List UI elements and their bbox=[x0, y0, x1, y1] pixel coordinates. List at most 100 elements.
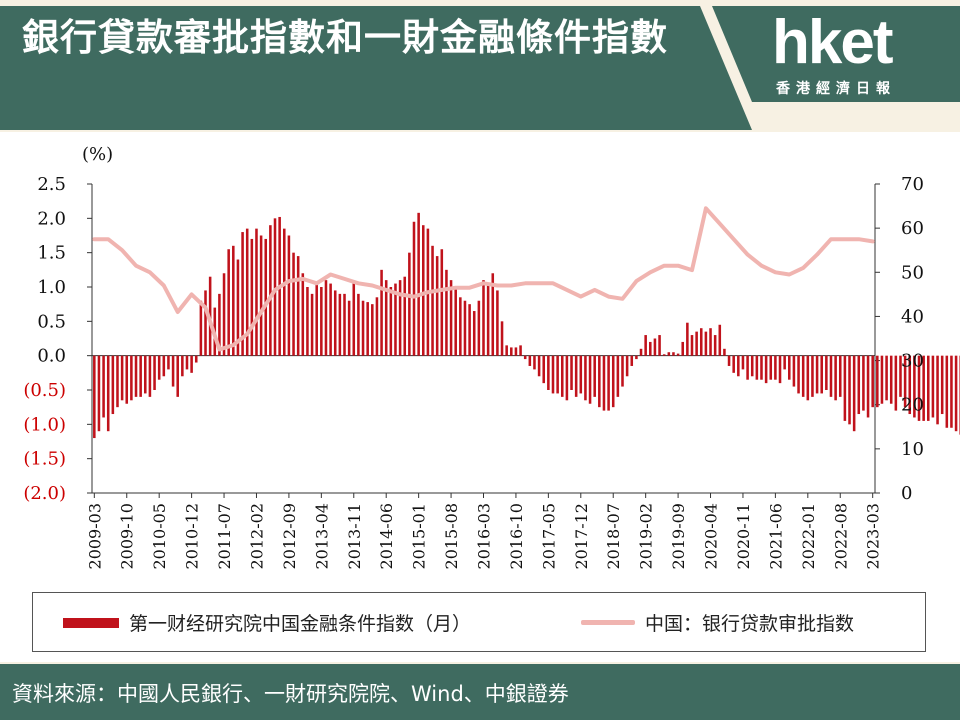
hket-logo[interactable]: hket bbox=[772, 8, 893, 77]
x-tick-label: 2012-09 bbox=[280, 503, 299, 569]
fci-bar bbox=[496, 290, 499, 356]
right-tick-label: 50 bbox=[901, 262, 924, 283]
fci-bar bbox=[190, 355, 193, 373]
x-tick-label: 2010-12 bbox=[183, 503, 202, 569]
x-tick-label: 2010-05 bbox=[150, 503, 169, 569]
fci-bar bbox=[838, 355, 842, 397]
fci-bar bbox=[699, 328, 703, 356]
fci-bar bbox=[477, 300, 481, 356]
fci-bar bbox=[167, 355, 170, 370]
fci-bar bbox=[635, 355, 638, 360]
chart-area: 2.5 2.0 1.5 1.0 0.5 0.0 (0.5) (1.0) (1.5) (2.0) (%… bbox=[0, 132, 960, 662]
fci-bar bbox=[760, 355, 763, 380]
fci-bar bbox=[737, 355, 740, 377]
fci-bar bbox=[630, 355, 634, 366]
fci-bar bbox=[681, 341, 684, 356]
fci-bar bbox=[389, 287, 393, 356]
fci-bar bbox=[801, 355, 805, 397]
fci-bar bbox=[301, 273, 305, 356]
fci-bar bbox=[97, 355, 101, 432]
fci-bar bbox=[510, 347, 513, 356]
x-tick-label: 2020-04 bbox=[702, 503, 721, 569]
fci-bar bbox=[204, 290, 207, 356]
x-tick-label: 2018-07 bbox=[604, 503, 623, 569]
x-tick-label: 2015-08 bbox=[442, 503, 461, 569]
left-tick-label: 2.5 bbox=[37, 174, 66, 195]
fci-bar bbox=[417, 212, 420, 356]
fci-bar bbox=[500, 321, 504, 356]
x-tick-label: 2022-01 bbox=[799, 503, 818, 569]
right-tick-label: 40 bbox=[901, 306, 924, 327]
fci-bar bbox=[625, 355, 629, 377]
fci-bar bbox=[547, 355, 550, 390]
fci-bar bbox=[199, 300, 203, 356]
fci-bar bbox=[394, 283, 397, 356]
fci-bar bbox=[431, 245, 434, 356]
fci-bar bbox=[922, 355, 925, 421]
fci-bar bbox=[236, 259, 240, 356]
fci-bar bbox=[343, 293, 346, 356]
x-tick-label: 2013-04 bbox=[312, 503, 331, 569]
fci-bar bbox=[579, 355, 583, 394]
fci-bar bbox=[649, 341, 652, 356]
fci-bar bbox=[903, 355, 907, 408]
fci-bar bbox=[241, 232, 244, 356]
fci-bar bbox=[871, 355, 874, 408]
left-tick-label: 1.0 bbox=[37, 277, 66, 298]
fci-bar bbox=[245, 228, 249, 356]
x-tick-label: 2011-07 bbox=[215, 503, 234, 569]
fci-bar bbox=[306, 287, 309, 356]
fci-bar bbox=[908, 355, 912, 415]
fci-bar bbox=[134, 355, 138, 397]
x-tick-label: 2013-11 bbox=[345, 503, 364, 569]
fci-bar bbox=[375, 297, 379, 356]
fci-bar bbox=[820, 355, 823, 394]
fci-bar bbox=[797, 355, 800, 394]
fci-bar bbox=[834, 355, 837, 401]
fci-bar bbox=[588, 355, 592, 404]
fci-bar bbox=[371, 304, 374, 356]
fci-bar bbox=[551, 355, 555, 394]
left-tick-label: (1.0) bbox=[23, 414, 66, 435]
fci-bar bbox=[954, 355, 958, 432]
fci-bar bbox=[398, 280, 402, 356]
fci-bar bbox=[403, 276, 407, 356]
fci-bar bbox=[815, 355, 819, 394]
fci-bar bbox=[584, 355, 587, 401]
fci-bar bbox=[769, 355, 773, 380]
fci-bar bbox=[519, 345, 522, 356]
right-tick-label: 70 bbox=[901, 174, 924, 195]
fci-bar bbox=[412, 221, 416, 356]
fci-bar bbox=[106, 355, 110, 432]
title-panel bbox=[0, 6, 752, 130]
legend-item-fci: 第一财经研究院中国金融条件指数（月） bbox=[63, 609, 471, 636]
right-tick-label: 60 bbox=[901, 218, 924, 239]
fci-bar bbox=[931, 355, 935, 418]
x-tick-label: 2019-09 bbox=[669, 503, 688, 569]
fci-bar bbox=[259, 235, 263, 356]
fci-bar bbox=[472, 311, 476, 356]
left-tick-label: 0.0 bbox=[37, 346, 66, 367]
chart-legend: 第一财经研究院中国金融条件指数（月） 中国：银行贷款审批指数 bbox=[32, 592, 926, 652]
fci-bar bbox=[468, 304, 471, 356]
logo-panel bbox=[712, 6, 960, 102]
fci-bar bbox=[829, 355, 833, 397]
fci-bar bbox=[523, 355, 527, 360]
source-note: 資料來源：中國人民銀行、一財研究院院、Wind、中銀證券 bbox=[12, 682, 569, 706]
fci-bar bbox=[255, 228, 258, 356]
fci-bar bbox=[593, 355, 596, 397]
fci-bar bbox=[514, 347, 518, 356]
right-tick-label: 20 bbox=[901, 395, 924, 416]
x-tick-label: 2014-06 bbox=[377, 503, 396, 569]
fci-bar bbox=[621, 355, 624, 387]
fci-bar bbox=[718, 324, 722, 356]
fci-bar bbox=[537, 355, 541, 377]
fci-bar bbox=[866, 355, 870, 418]
left-tick-label: 0.5 bbox=[37, 311, 66, 332]
fci-bar bbox=[658, 335, 661, 356]
fci-bar bbox=[357, 293, 360, 356]
fci-bar bbox=[102, 355, 105, 418]
fci-bar bbox=[709, 328, 712, 356]
fci-bar bbox=[120, 355, 124, 401]
fci-bar bbox=[611, 355, 615, 408]
